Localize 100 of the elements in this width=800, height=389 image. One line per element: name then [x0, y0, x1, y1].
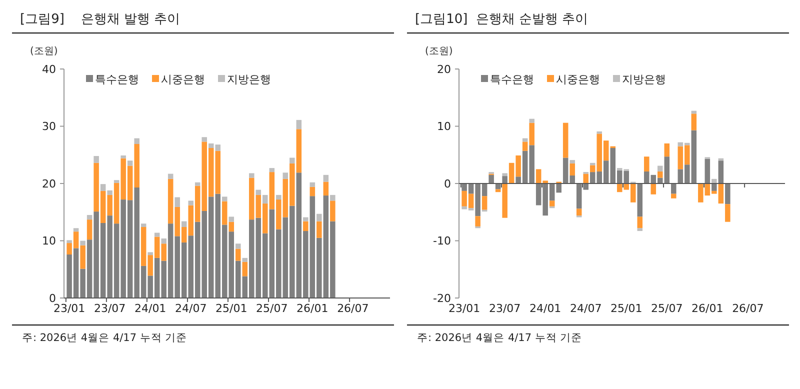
- bar: [303, 221, 308, 232]
- bar: [249, 173, 254, 178]
- bar: [181, 221, 187, 228]
- x-tick-label: 25/07: [651, 302, 683, 315]
- bar: [637, 228, 643, 232]
- y-axis-title: (조원): [425, 46, 453, 57]
- bar: [482, 196, 488, 210]
- bar: [120, 155, 126, 158]
- bar: [316, 221, 322, 238]
- bar: [316, 214, 322, 222]
- x-tick-label: 24/01: [134, 302, 166, 315]
- bar: [549, 200, 555, 206]
- y-tick-label: 10: [42, 234, 56, 248]
- bar: [718, 160, 724, 184]
- legend-label: 지방은행: [622, 72, 666, 86]
- bar: [256, 190, 262, 195]
- x-tick-label: 26/07: [732, 302, 764, 315]
- bar: [114, 180, 120, 183]
- bar: [269, 168, 275, 172]
- bar: [671, 194, 676, 198]
- x-tick-label: 26/01: [296, 302, 328, 315]
- bar: [310, 182, 316, 187]
- bar: [502, 173, 508, 176]
- bar: [310, 186, 316, 196]
- y-tick-label: 0: [49, 292, 56, 305]
- bar: [202, 137, 207, 142]
- y-axis-title: (조원): [30, 46, 58, 57]
- bar: [330, 194, 336, 201]
- y-tick-label: 30: [42, 120, 56, 134]
- bar: [671, 184, 676, 194]
- legend-label: 시중은행: [161, 72, 205, 86]
- bar: [303, 217, 308, 222]
- bar: [127, 160, 133, 166]
- y-tick-label: 10: [437, 120, 451, 134]
- bar: [194, 182, 200, 186]
- y-tick-label: 0: [444, 177, 451, 190]
- bar: [161, 238, 166, 244]
- bar: [562, 122, 568, 158]
- x-tick-label: 26/01: [692, 302, 724, 315]
- bar: [140, 224, 146, 228]
- bar: [94, 156, 99, 163]
- bar: [570, 163, 575, 176]
- y-tick-label: 40: [42, 62, 56, 76]
- bar: [691, 114, 697, 130]
- text: 주: 2026년 4월은 4/17 누적 기준: [22, 332, 188, 344]
- x-tick-label: 25/01: [610, 302, 642, 315]
- bar: [650, 184, 656, 194]
- y-tick-label: -10: [433, 234, 451, 248]
- bar: [637, 184, 643, 217]
- bar: [262, 194, 268, 204]
- x-tick-label: 23/01: [53, 302, 86, 315]
- x-tick-label: 23/07: [488, 302, 521, 315]
- bar: [148, 252, 153, 256]
- bar: [168, 174, 174, 179]
- legend-label: 지방은행: [227, 72, 271, 86]
- bar: [282, 172, 288, 179]
- chart-title: [그림9] 은행채 발행 추이: [20, 12, 180, 27]
- y-tick-label: 20: [42, 177, 56, 190]
- bar: [725, 184, 730, 204]
- legend-label: 특수은행: [490, 72, 534, 86]
- bar: [570, 160, 575, 164]
- bar: [704, 158, 710, 184]
- bar: [502, 176, 508, 184]
- bar: [276, 194, 282, 200]
- x-tick-label: 24/07: [570, 302, 602, 315]
- y-tick-label: 20: [437, 62, 451, 76]
- bar: [235, 248, 241, 261]
- bar: [576, 208, 582, 216]
- bar: [596, 131, 602, 134]
- bar: [658, 166, 663, 172]
- bar: [529, 118, 534, 123]
- bar: [154, 232, 160, 237]
- x-tick-label: 24/07: [175, 302, 207, 315]
- x-tick-label: 25/07: [256, 302, 288, 315]
- x-tick-label: 24/01: [529, 302, 562, 315]
- bar: [658, 171, 663, 178]
- legend-label: 특수은행: [95, 72, 139, 86]
- bar: [725, 204, 730, 222]
- x-tick-label: 23/01: [448, 302, 480, 315]
- x-tick-label: 25/01: [216, 302, 248, 315]
- x-tick-label: 23/07: [94, 302, 126, 315]
- bar: [228, 216, 234, 222]
- bar: [712, 184, 717, 191]
- bar: [475, 216, 480, 226]
- bar: [73, 228, 79, 232]
- bar: [235, 244, 241, 249]
- bar: [134, 138, 140, 144]
- bar: [323, 182, 329, 196]
- bar: [290, 158, 295, 164]
- bar: [712, 178, 717, 184]
- bar: [664, 143, 670, 157]
- chart-title: [그림10] 은행채 순발행 추이: [415, 12, 588, 27]
- bar: [637, 216, 643, 228]
- bar: [222, 196, 228, 202]
- bar: [242, 258, 248, 262]
- x-tick-label: 26/07: [337, 302, 369, 315]
- y-tick-label: -20: [433, 292, 451, 305]
- bar: [86, 214, 92, 220]
- bar: [644, 156, 650, 172]
- bar: [86, 220, 92, 240]
